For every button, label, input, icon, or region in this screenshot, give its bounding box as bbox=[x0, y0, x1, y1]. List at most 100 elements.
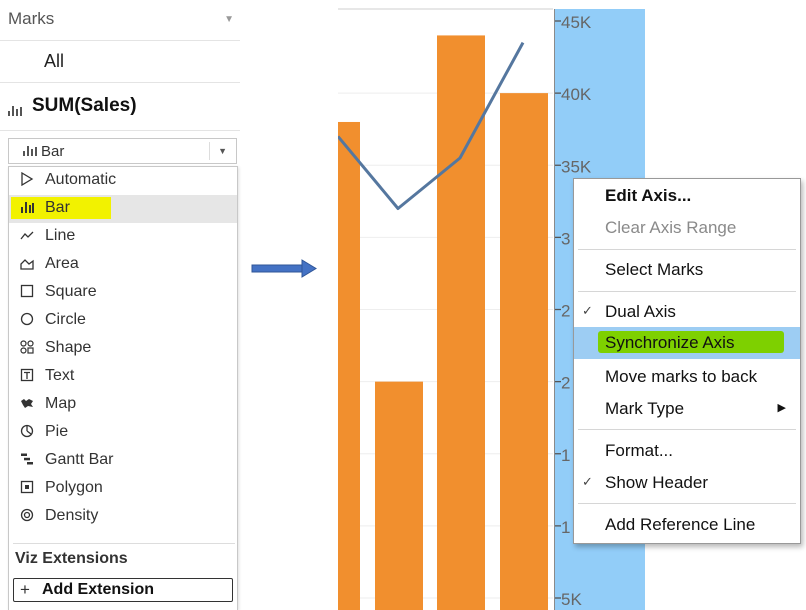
mark-type-circle[interactable]: Circle bbox=[9, 307, 237, 335]
y-axis-tick-label: 2 bbox=[561, 302, 570, 321]
mark-type-pie[interactable]: Pie bbox=[9, 419, 237, 447]
marks-title: Marks bbox=[8, 9, 55, 28]
menu-item-label: Move marks to back bbox=[605, 367, 758, 386]
mark-type-label: Automatic bbox=[45, 171, 117, 188]
y-axis-tick-label: 40K bbox=[561, 85, 592, 104]
viz-extensions-heading: Viz Extensions bbox=[15, 550, 128, 567]
density-icon bbox=[19, 508, 35, 524]
circle-icon bbox=[19, 312, 35, 328]
y-axis-tick-label: 1 bbox=[561, 446, 570, 465]
add-extension-button[interactable]: + Add Extension bbox=[13, 578, 233, 602]
mark-type-text[interactable]: Text bbox=[9, 363, 237, 391]
marks-sum-sales-tab[interactable]: SUM(Sales) bbox=[0, 82, 240, 131]
mark-type-label: Pie bbox=[45, 423, 69, 440]
menu-item-dual-axis[interactable]: ✓ Dual Axis bbox=[574, 297, 800, 327]
menu-separator bbox=[578, 503, 796, 504]
menu-item-label: Show Header bbox=[605, 473, 709, 492]
bar-chart-icon bbox=[8, 105, 22, 116]
mark-type-gantt-bar[interactable]: Gantt Bar bbox=[9, 447, 237, 475]
mark-type-label: Map bbox=[45, 395, 77, 412]
menu-item-clear-axis-range[interactable]: Clear Axis Range bbox=[574, 213, 800, 243]
bar-mark[interactable] bbox=[338, 121, 360, 610]
menu-item-move-marks-to-back[interactable]: Move marks to back bbox=[574, 362, 800, 392]
marks-collapse-caret-icon[interactable]: ▼ bbox=[224, 14, 234, 25]
area-chart-icon bbox=[19, 256, 35, 272]
y-axis-tick-label: 2 bbox=[561, 374, 570, 393]
mark-type-label: Gantt Bar bbox=[45, 451, 114, 468]
highlight-marker bbox=[598, 331, 784, 353]
menu-item-format[interactable]: Format... bbox=[574, 436, 800, 466]
y-axis-tick-label: 5K bbox=[561, 590, 582, 609]
menu-item-select-marks[interactable]: Select Marks bbox=[574, 255, 800, 285]
mark-type-area[interactable]: Area bbox=[9, 251, 237, 279]
plus-icon: + bbox=[20, 580, 30, 599]
chevron-down-icon[interactable]: ▼ bbox=[218, 146, 227, 156]
menu-item-label: Synchronize Axis bbox=[605, 333, 735, 352]
square-icon bbox=[19, 284, 35, 300]
mark-type-label: Bar bbox=[45, 199, 70, 216]
axis-context-menu: Edit Axis... Clear Axis Range Select Mar… bbox=[573, 178, 801, 544]
mark-type-selected: Bar bbox=[41, 143, 65, 160]
mark-type-density[interactable]: Density bbox=[9, 503, 237, 531]
menu-item-show-header[interactable]: ✓ Show Header bbox=[574, 468, 800, 498]
menu-item-label: Add Reference Line bbox=[605, 515, 756, 534]
menu-item-mark-type[interactable]: Mark Type ▶ bbox=[574, 394, 800, 424]
y-axis-tick-label: 1 bbox=[561, 518, 570, 537]
mark-type-label: Density bbox=[45, 507, 99, 524]
bar-mark[interactable] bbox=[500, 93, 548, 610]
mark-type-polygon[interactable]: Polygon bbox=[9, 475, 237, 503]
mark-type-label: Circle bbox=[45, 311, 86, 328]
menu-item-label: Select Marks bbox=[605, 260, 704, 279]
map-icon bbox=[19, 396, 35, 412]
sum-sales-line[interactable] bbox=[338, 41, 525, 210]
line-chart-icon bbox=[19, 228, 35, 244]
pie-icon bbox=[19, 424, 35, 440]
mark-type-dropdown[interactable]: Bar ▼ bbox=[8, 138, 237, 164]
mark-type-label: Area bbox=[45, 255, 79, 272]
mark-type-label: Shape bbox=[45, 339, 92, 356]
y-axis-tick-label: 45K bbox=[561, 13, 592, 32]
mark-type-bar[interactable]: Bar bbox=[9, 195, 237, 223]
submenu-arrow-icon: ▶ bbox=[777, 402, 786, 414]
gantt-icon bbox=[19, 452, 35, 468]
add-extension-label: Add Extension bbox=[42, 581, 155, 598]
mark-type-automatic[interactable]: Automatic bbox=[9, 167, 237, 195]
dropdown-divider bbox=[209, 142, 210, 160]
polygon-icon bbox=[19, 480, 35, 496]
y-axis-tick-label: 35K bbox=[561, 157, 592, 176]
menu-item-add-reference-line[interactable]: Add Reference Line bbox=[574, 510, 800, 540]
list-divider bbox=[13, 543, 235, 544]
marks-all-tab[interactable]: All bbox=[0, 40, 240, 83]
mark-type-label: Square bbox=[45, 283, 97, 300]
right-arrow-icon bbox=[251, 259, 317, 278]
mark-type-label: Text bbox=[45, 367, 75, 384]
bar-mark[interactable] bbox=[375, 381, 423, 610]
highlight-marker bbox=[11, 197, 111, 219]
menu-item-label: Dual Axis bbox=[605, 302, 676, 321]
shapes-icon bbox=[19, 340, 35, 356]
menu-item-label: Clear Axis Range bbox=[605, 218, 737, 237]
bar-chart-icon bbox=[19, 200, 35, 216]
mark-type-map[interactable]: Map bbox=[9, 391, 237, 419]
menu-item-synchronize-axis[interactable]: Synchronize Axis bbox=[574, 327, 800, 359]
mark-type-line[interactable]: Line bbox=[9, 223, 237, 251]
mark-type-shape[interactable]: Shape bbox=[9, 335, 237, 363]
mark-type-list: Automatic Bar Line Area Square bbox=[8, 166, 238, 610]
checkmark-icon: ✓ bbox=[582, 303, 593, 318]
sum-sales-label: SUM(Sales) bbox=[32, 95, 137, 116]
menu-separator bbox=[578, 291, 796, 292]
marks-card: Marks ▼ All SUM(Sales) Bar ▼ Automatic bbox=[0, 0, 240, 610]
play-outline-icon bbox=[19, 171, 35, 188]
menu-item-label: Mark Type bbox=[605, 399, 685, 418]
mark-type-square[interactable]: Square bbox=[9, 279, 237, 307]
y-axis-tick-label: 3 bbox=[561, 229, 570, 248]
bar-chart-icon bbox=[23, 146, 37, 156]
menu-item-label: Edit Axis... bbox=[605, 186, 692, 205]
menu-separator bbox=[578, 249, 796, 250]
checkmark-icon: ✓ bbox=[582, 474, 593, 489]
marks-header[interactable]: Marks ▼ bbox=[0, 0, 240, 41]
text-box-icon bbox=[19, 368, 35, 384]
marks-all-label: All bbox=[44, 51, 65, 71]
menu-item-edit-axis[interactable]: Edit Axis... bbox=[574, 181, 800, 211]
bar-mark[interactable] bbox=[437, 35, 485, 610]
